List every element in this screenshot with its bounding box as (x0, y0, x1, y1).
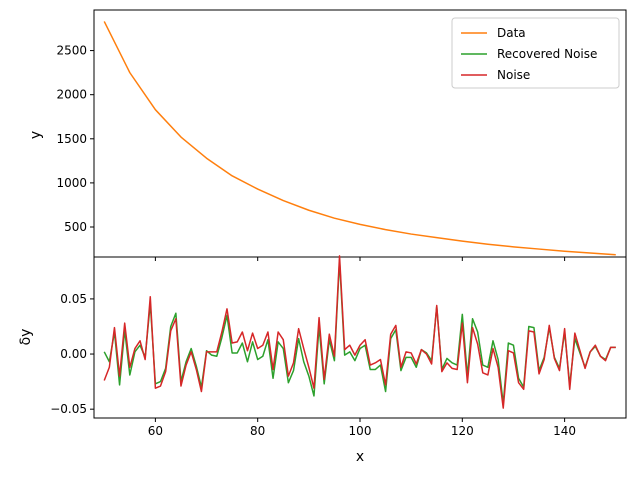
bottom-y-axis-label: δy (18, 329, 34, 346)
series-line-noise (103, 255, 616, 409)
top-y-tick-label: 2500 (56, 44, 87, 58)
top-x-ticks (154, 257, 566, 261)
bottom-x-tick-label: 140 (553, 424, 576, 438)
top-y-tick-label: 1500 (56, 132, 87, 146)
top-y-tick-label: 2000 (56, 88, 87, 102)
top-y-axis-label: y (28, 131, 44, 139)
top-y-ticks: 500 1000 1500 2000 2500 (56, 44, 94, 234)
legend: Data Recovered Noise Noise (451, 17, 620, 89)
bottom-x-tick-label: 120 (451, 424, 474, 438)
bottom-x-tick-label: 80 (250, 424, 265, 438)
bottom-y-tick-label: −0.05 (50, 402, 87, 416)
bottom-y-tick-label: 0.05 (60, 292, 87, 306)
legend-recovered-noise-label: Recovered Noise (497, 47, 597, 61)
bottom-x-ticks: 60 80 100 120 140 (148, 418, 576, 438)
bottom-x-tick-label: 60 (148, 424, 163, 438)
bottom-x-axis-label: x (356, 449, 364, 465)
top-series-lines (103, 21, 616, 256)
series-line-data (103, 21, 616, 256)
bottom-panel: −0.05 0.00 0.05 60 80 100 120 140 δy x (18, 255, 627, 465)
legend-noise-label: Noise (497, 68, 530, 82)
series-line-recovered-noise (103, 259, 616, 405)
top-panel: 500 1000 1500 2000 2500 y (28, 9, 627, 261)
top-y-tick-label: 500 (64, 220, 87, 234)
bottom-y-ticks: −0.05 0.00 0.05 (50, 292, 94, 416)
bottom-x-tick-label: 100 (349, 424, 372, 438)
legend-data-label: Data (497, 26, 526, 40)
legend-box (451, 17, 620, 89)
top-y-tick-label: 1000 (56, 176, 87, 190)
bottom-y-tick-label: 0.00 (60, 347, 87, 361)
bottom-series-lines (103, 255, 616, 409)
